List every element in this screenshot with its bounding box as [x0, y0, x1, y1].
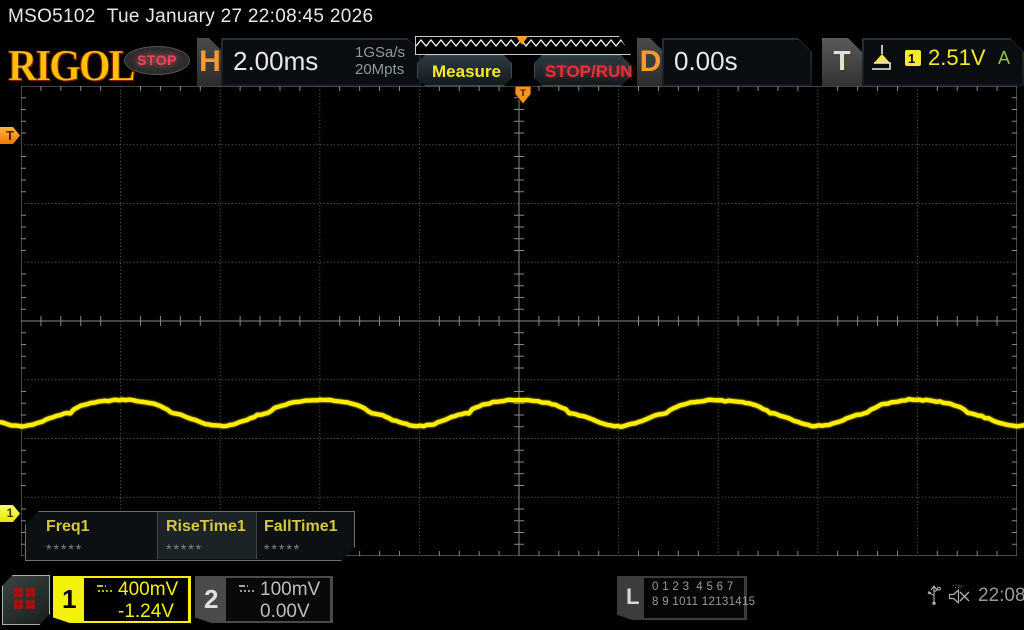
svg-text:1: 1 [908, 51, 915, 66]
svg-text:A: A [998, 48, 1010, 68]
svg-text:T: T [520, 88, 526, 98]
svg-text:2.51V: 2.51V [928, 45, 986, 70]
